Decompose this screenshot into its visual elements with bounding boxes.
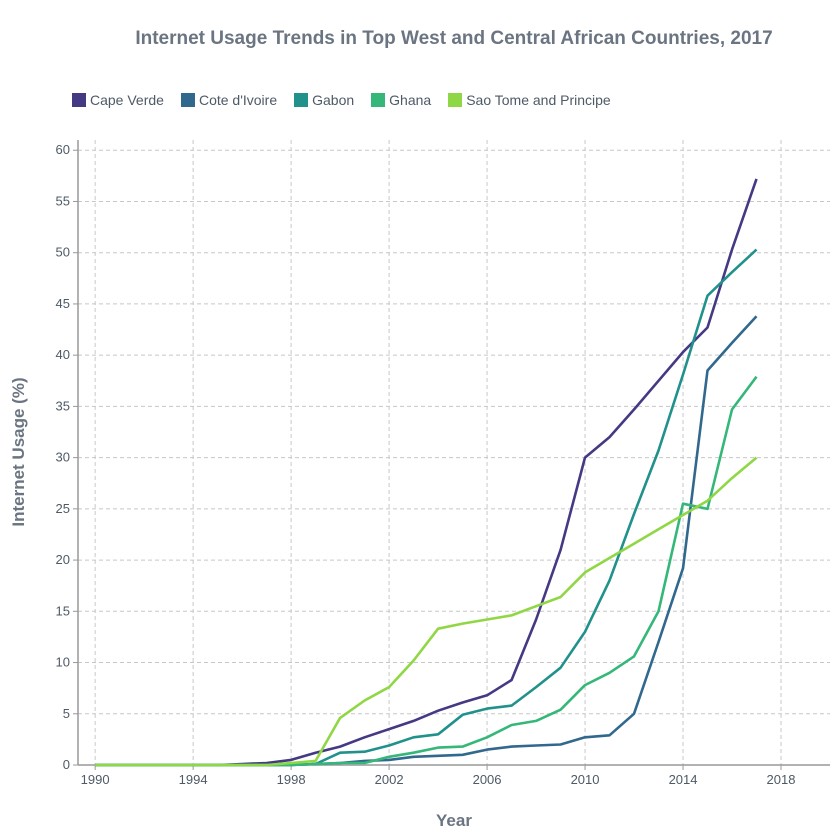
x-tick-label: 1994 <box>179 772 208 787</box>
legend-item[interactable]: Cote d'Ivoire <box>180 92 278 108</box>
x-tick-label: 2002 <box>375 772 404 787</box>
legend-item[interactable]: Cape Verde <box>72 92 164 108</box>
legend-label: Cape Verde <box>90 92 164 108</box>
series-line <box>95 178 758 767</box>
x-tick-label: 2006 <box>473 772 502 787</box>
legend-label: Sao Tome and Principe <box>466 92 611 108</box>
legend-item[interactable]: Sao Tome and Principe <box>448 92 611 108</box>
y-tick-label: 30 <box>56 450 70 465</box>
y-tick-label: 20 <box>56 552 70 567</box>
x-axis-title: Year <box>436 811 472 830</box>
y-tick-label: 60 <box>56 142 70 157</box>
series-line <box>95 248 758 767</box>
y-tick-label: 45 <box>56 296 70 311</box>
legend: Cape Verde Cote d'Ivoire Gabon Ghana Sao Tom… <box>72 92 611 108</box>
x-tick-label: 2010 <box>571 772 600 787</box>
legend-label: Cote d'Ivoire <box>198 92 278 108</box>
legend-swatch <box>371 93 386 107</box>
legend-label: Ghana <box>389 92 432 108</box>
y-tick-label: 25 <box>56 501 70 516</box>
y-tick-label: 10 <box>56 655 70 670</box>
y-axis-title: Internet Usage (%) <box>9 377 28 526</box>
chart-title: Internet Usage Trends in Top West and Ce… <box>135 28 773 49</box>
legend-item[interactable]: Gabon <box>294 92 354 108</box>
legend-swatch <box>294 93 309 107</box>
x-tick-label: 2018 <box>767 772 796 787</box>
x-tick-label: 1998 <box>277 772 306 787</box>
legend-item[interactable]: Ghana <box>371 92 431 108</box>
y-tick-label: 5 <box>63 706 70 721</box>
y-tick-label: 15 <box>56 603 70 618</box>
legend-swatch <box>72 93 86 107</box>
y-tick-label: 35 <box>56 398 70 413</box>
series-line <box>95 456 758 767</box>
legend-swatch <box>448 93 463 107</box>
legend-swatch <box>180 93 195 107</box>
y-tick-label: 40 <box>56 347 70 362</box>
y-tick-label: 50 <box>56 245 70 260</box>
legend-label: Gabon <box>312 92 355 108</box>
x-tick-label: 1990 <box>81 772 110 787</box>
series-line <box>95 375 758 767</box>
y-tick-label: 0 <box>63 757 70 772</box>
x-tick-label: 2014 <box>669 772 698 787</box>
y-tick-label: 55 <box>56 193 70 208</box>
